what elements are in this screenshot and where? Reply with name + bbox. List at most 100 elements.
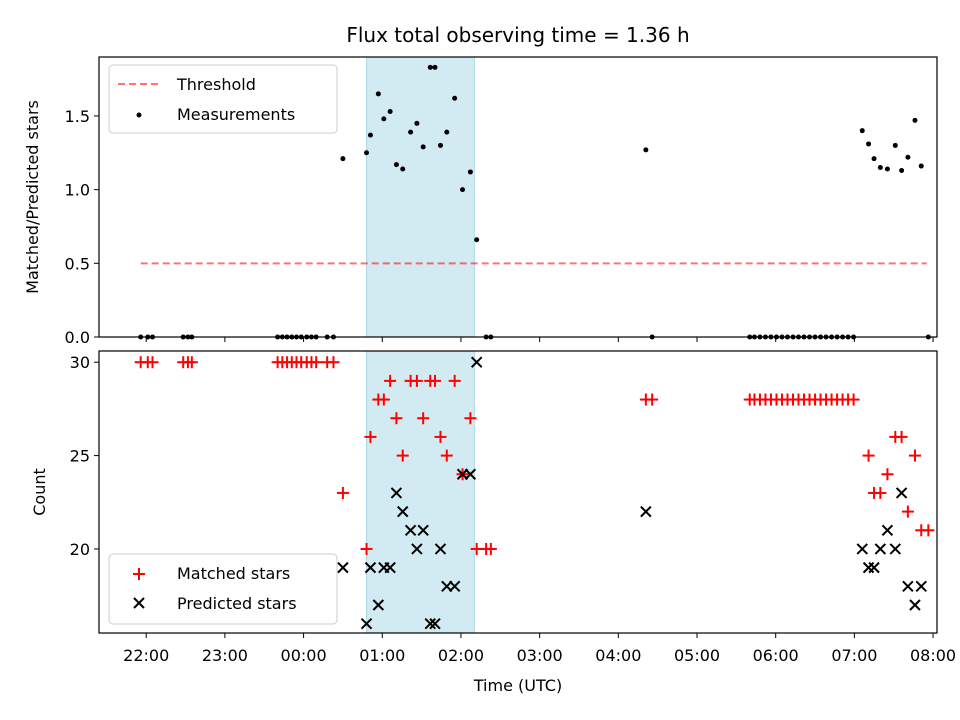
- matched-star-point: [862, 449, 875, 462]
- predicted-star-point: [448, 580, 461, 593]
- matched-star-point: [464, 412, 477, 425]
- measurement-point: [427, 64, 433, 70]
- matched-star-point: [484, 542, 497, 555]
- measurement-point: [460, 187, 466, 193]
- matched-star-point: [646, 393, 659, 406]
- measurement-point: [375, 91, 381, 97]
- measurement-point: [420, 144, 426, 150]
- matched-star-point: [417, 412, 430, 425]
- top-ytick-label: 0.5: [65, 254, 90, 273]
- bottom-ytick-label: 30: [70, 353, 90, 372]
- predicted-star-point: [372, 599, 385, 611]
- predicted-star-point: [411, 543, 423, 555]
- matched-star-point: [901, 505, 914, 518]
- predicted-star-point: [868, 561, 880, 574]
- matched-star-point: [428, 374, 441, 387]
- measurement-point: [467, 169, 473, 175]
- matched-star-point: [390, 412, 403, 425]
- measurement-point: [432, 64, 438, 70]
- measurement-point: [364, 150, 370, 156]
- measurement-point: [877, 165, 883, 171]
- measurement-point: [905, 154, 911, 160]
- bottom-legend-box: [108, 553, 338, 625]
- matched-star-point: [185, 356, 198, 369]
- top-ytick-label: 0.0: [65, 328, 90, 347]
- bottom-xtick-label: 08:00: [910, 646, 956, 665]
- bottom-xtick-label: 05:00: [674, 646, 720, 665]
- top-ytick-label: 1.5: [65, 107, 90, 126]
- measurement-point: [408, 129, 414, 135]
- matched-star-point: [360, 542, 373, 555]
- measurement-point: [340, 156, 346, 162]
- predicted-star-point: [364, 561, 377, 574]
- measurement-point: [474, 237, 480, 243]
- matched-star-point: [922, 524, 935, 537]
- matched-star-point: [364, 430, 377, 443]
- predicted-star-point: [424, 617, 436, 630]
- measurements-legend-handle: [136, 112, 142, 118]
- bottom-plot-frame: [98, 350, 938, 634]
- bottom-panel: 20 25 30 22:00 23:00 00:00 01:00 02:00 03:00 04:…: [30, 350, 956, 695]
- predicted-star-point: [902, 580, 914, 593]
- measurement-point: [381, 116, 387, 122]
- matched-star-point: [847, 393, 860, 406]
- measurement-point: [444, 129, 450, 135]
- matched-legend-handle: [133, 568, 145, 580]
- bottom-ytick-label: 25: [70, 447, 90, 466]
- measurement-point: [859, 128, 865, 134]
- measurement-point: [871, 156, 877, 162]
- bottom-xtick-label: 00:00: [281, 646, 327, 665]
- matched-star-point: [146, 356, 159, 369]
- matched-star-point: [384, 374, 397, 387]
- predicted-star-point: [881, 524, 894, 536]
- predicted-star-point: [889, 543, 902, 555]
- predicted-star-point: [874, 543, 887, 555]
- matched-star-point: [908, 449, 921, 462]
- measurement-point: [414, 120, 420, 126]
- predicted-star-point: [337, 561, 349, 574]
- predicted-star-point: [429, 617, 441, 630]
- matched-star-point: [448, 374, 461, 387]
- top-y-axis-label: Matched/Predicted stars: [23, 100, 42, 294]
- bottom-xtick-label: 07:00: [831, 646, 877, 665]
- chart-title: Flux total observing time = 1.36 h: [346, 23, 689, 47]
- matched-star-point: [336, 486, 349, 499]
- matched-star-point: [874, 486, 887, 499]
- predicted-legend-label: Predicted stars: [177, 594, 297, 613]
- measurement-point: [367, 132, 373, 138]
- predicted-star-point: [862, 561, 875, 574]
- x-axis-label: Time (UTC): [473, 676, 562, 695]
- matched-star-point: [434, 430, 447, 443]
- measurement-point: [912, 117, 918, 123]
- predicted-star-point: [404, 524, 417, 536]
- predicted-star-point: [360, 617, 373, 630]
- measurement-point: [866, 141, 872, 147]
- predicted-star-point: [397, 505, 409, 518]
- top-ytick-label: 1.0: [65, 181, 90, 200]
- predicted-star-point: [464, 468, 477, 480]
- matched-star-point: [410, 374, 423, 387]
- predicted-star-point: [417, 524, 429, 536]
- measurement-point: [899, 167, 905, 173]
- matched-legend-label: Matched stars: [177, 564, 290, 583]
- matched-star-point: [377, 393, 390, 406]
- predicted-legend-handle: [133, 597, 145, 609]
- measurement-point: [452, 95, 458, 101]
- top-plot-frame: [98, 56, 938, 338]
- top-legend-box: [108, 64, 338, 134]
- measurement-point: [393, 162, 399, 168]
- matched-star-point: [440, 449, 453, 462]
- top-panel: 0.0 0.5 1.0 1.5 Matched/Predicted stars Thr…: [23, 56, 938, 347]
- bottom-ytick-label: 20: [70, 540, 90, 559]
- predicted-star-point: [895, 487, 908, 499]
- bottom-xtick-label: 03:00: [517, 646, 563, 665]
- matched-star-point: [881, 468, 894, 481]
- matched-star-point: [327, 356, 340, 369]
- matched-star-point: [895, 430, 908, 443]
- measurements-legend-label: Measurements: [177, 105, 295, 124]
- bottom-xtick-label: 23:00: [202, 646, 248, 665]
- bottom-xtick-label: 04:00: [595, 646, 641, 665]
- bottom-xtick-label: 01:00: [359, 646, 405, 665]
- predicted-star-point: [390, 487, 403, 499]
